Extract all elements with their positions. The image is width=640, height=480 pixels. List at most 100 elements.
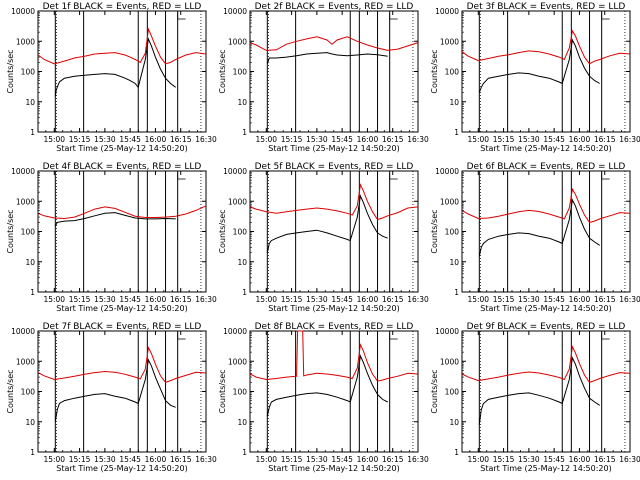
bracket-marker — [389, 173, 398, 180]
bracket-marker — [177, 333, 186, 340]
panel-title: Det 4f BLACK = Events, RED = LLD — [43, 162, 202, 172]
y-tick-label: 10000 — [435, 7, 459, 16]
x-tick-label: 16:15 — [170, 455, 192, 464]
x-tick-label: 15:00 — [43, 135, 65, 144]
panel-title: Det 8f BLACK = Events, RED = LLD — [255, 322, 414, 332]
x-tick-label: 15:00 — [255, 135, 277, 144]
x-tick-label: 15:00 — [43, 455, 65, 464]
x-tick-label: 15:15 — [281, 295, 303, 304]
panel-6: Det 6f BLACK = Events, RED = LLD 15:00 15:… — [430, 162, 640, 313]
x-axis-label: Start Time (25-May-12 14:50:20) — [268, 144, 399, 153]
y-axis-label: Counts/sec — [430, 369, 439, 413]
y-tick-label: 1 — [242, 448, 247, 457]
series-line-red — [249, 330, 419, 382]
x-tick-label: 15:15 — [493, 135, 515, 144]
x-axis-label: Start Time (25-May-12 14:50:20) — [56, 464, 187, 473]
x-tick-label: 16:15 — [594, 295, 616, 304]
x-tick-label: 16:00 — [569, 135, 591, 144]
x-tick-label: 15:00 — [255, 295, 277, 304]
series-line-red — [37, 205, 207, 220]
x-tick-label: 15:30 — [94, 455, 116, 464]
y-tick-label: 10000 — [11, 167, 35, 176]
panel-title: Det 9f BLACK = Events, RED = LLD — [467, 322, 626, 332]
y-tick-label: 100 — [233, 388, 248, 397]
series-line-black — [54, 358, 176, 422]
x-tick-label: 16:15 — [382, 295, 404, 304]
x-tick-label: 16:00 — [357, 135, 379, 144]
y-tick-label: 1 — [30, 288, 35, 297]
y-tick-label: 1000 — [440, 37, 459, 46]
y-tick-label: 1 — [454, 448, 459, 457]
x-tick-label: 15:30 — [306, 295, 328, 304]
x-tick-label: 15:45 — [543, 455, 565, 464]
x-tick-label: 15:45 — [543, 295, 565, 304]
y-tick-label: 10000 — [223, 167, 247, 176]
series-line-red — [461, 345, 631, 384]
x-tick-label: 16:15 — [170, 295, 192, 304]
x-axis-label: Start Time (25-May-12 14:50:20) — [480, 464, 611, 473]
x-tick-label: 15:30 — [94, 295, 116, 304]
y-tick-label: 100 — [445, 68, 460, 77]
x-axis-label: Start Time (25-May-12 14:50:20) — [56, 144, 187, 153]
x-tick-label: 16:00 — [357, 295, 379, 304]
bracket-marker — [389, 333, 398, 340]
y-tick-label: 1 — [454, 288, 459, 297]
plot-frame — [461, 170, 631, 293]
x-tick-label: 15:30 — [94, 135, 116, 144]
y-axis-label: Counts/sec — [218, 49, 227, 93]
bracket-marker — [389, 13, 398, 20]
x-tick-label: 15:15 — [69, 295, 91, 304]
y-tick-label: 10 — [25, 258, 35, 267]
x-tick-label: 15:45 — [119, 135, 141, 144]
panel-title: Det 7f BLACK = Events, RED = LLD — [43, 322, 202, 332]
x-tick-label: 15:30 — [518, 455, 540, 464]
x-tick-label: 16:30 — [407, 135, 429, 144]
x-tick-label: 16:00 — [569, 455, 591, 464]
x-tick-label: 15:45 — [119, 295, 141, 304]
panel-7: Det 7f BLACK = Events, RED = LLD 15:00 15:… — [6, 322, 217, 473]
bracket-marker — [177, 173, 186, 180]
y-tick-label: 10 — [237, 258, 247, 267]
y-tick-label: 1000 — [440, 357, 459, 366]
x-tick-label: 15:45 — [543, 135, 565, 144]
x-tick-label: 16:30 — [619, 135, 640, 144]
series-line-red — [249, 183, 419, 221]
plot-frame — [249, 330, 419, 453]
plot-frame — [37, 10, 207, 133]
y-tick-label: 10 — [25, 98, 35, 107]
x-tick-label: 16:30 — [407, 295, 429, 304]
x-tick-label: 15:00 — [467, 455, 489, 464]
y-axis-label: Counts/sec — [218, 369, 227, 413]
y-axis-label: Counts/sec — [6, 369, 15, 413]
series-line-black — [266, 354, 388, 417]
y-tick-label: 1 — [30, 448, 35, 457]
y-tick-label: 1000 — [16, 197, 35, 206]
bracket-marker — [601, 173, 610, 180]
x-tick-label: 16:30 — [619, 295, 640, 304]
x-tick-label: 15:15 — [493, 295, 515, 304]
y-tick-label: 1 — [30, 128, 35, 137]
y-tick-label: 1 — [242, 128, 247, 137]
y-axis-label: Counts/sec — [6, 209, 15, 253]
panel-title: Det 5f BLACK = Events, RED = LLD — [255, 162, 414, 172]
x-tick-label: 16:30 — [619, 455, 640, 464]
y-tick-label: 1000 — [228, 37, 247, 46]
panel-4: Det 4f BLACK = Events, RED = LLD 15:00 15:… — [6, 162, 217, 313]
x-axis-label: Start Time (25-May-12 14:50:20) — [56, 304, 187, 313]
series-line-red — [461, 29, 631, 65]
x-tick-label: 15:00 — [255, 455, 277, 464]
x-tick-label: 16:30 — [195, 295, 217, 304]
y-tick-label: 10 — [25, 418, 35, 427]
panel-5: Det 5f BLACK = Events, RED = LLD 15:00 15:… — [218, 162, 429, 313]
series-line-black — [478, 356, 600, 425]
panel-title: Det 6f BLACK = Events, RED = LLD — [467, 162, 626, 172]
x-tick-label: 15:15 — [281, 455, 303, 464]
x-tick-label: 16:15 — [594, 135, 616, 144]
x-tick-label: 15:45 — [119, 455, 141, 464]
series-line-black — [54, 212, 176, 227]
series-line-black — [266, 194, 388, 253]
x-tick-label: 16:30 — [407, 455, 429, 464]
x-tick-label: 15:45 — [331, 135, 353, 144]
x-tick-label: 15:30 — [518, 135, 540, 144]
series-line-red — [249, 36, 419, 51]
